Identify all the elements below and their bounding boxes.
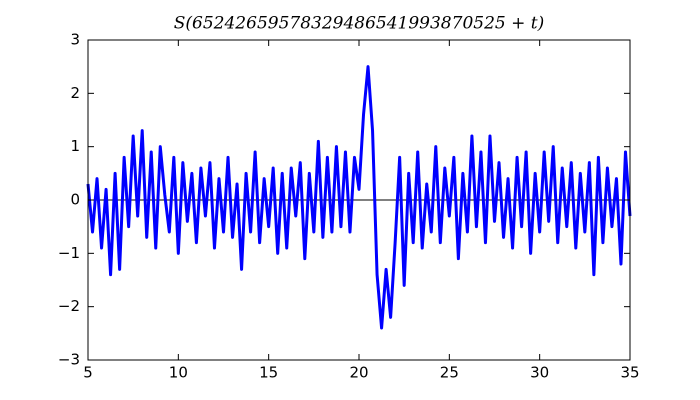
data-line bbox=[86, 65, 632, 330]
y-tick-label: 2 bbox=[70, 84, 80, 102]
y-tick-label: 0 bbox=[70, 191, 80, 209]
y-tick-label: −3 bbox=[58, 351, 80, 369]
y-tick-label: 3 bbox=[70, 31, 80, 49]
y-tick-label: −1 bbox=[58, 244, 80, 262]
chart-title: S(65242659578329486541993870525 + t) bbox=[174, 14, 544, 34]
x-tick-label: 10 bbox=[169, 364, 188, 382]
x-tick-label: 35 bbox=[620, 364, 639, 382]
y-tick-label: 1 bbox=[70, 137, 80, 155]
x-tick-label: 20 bbox=[349, 364, 368, 382]
x-tick-label: 30 bbox=[530, 364, 549, 382]
x-tick-label: 5 bbox=[83, 364, 93, 382]
x-tick-label: 25 bbox=[440, 364, 459, 382]
x-tick-label: 15 bbox=[259, 364, 278, 382]
y-tick-label: −2 bbox=[58, 297, 80, 315]
